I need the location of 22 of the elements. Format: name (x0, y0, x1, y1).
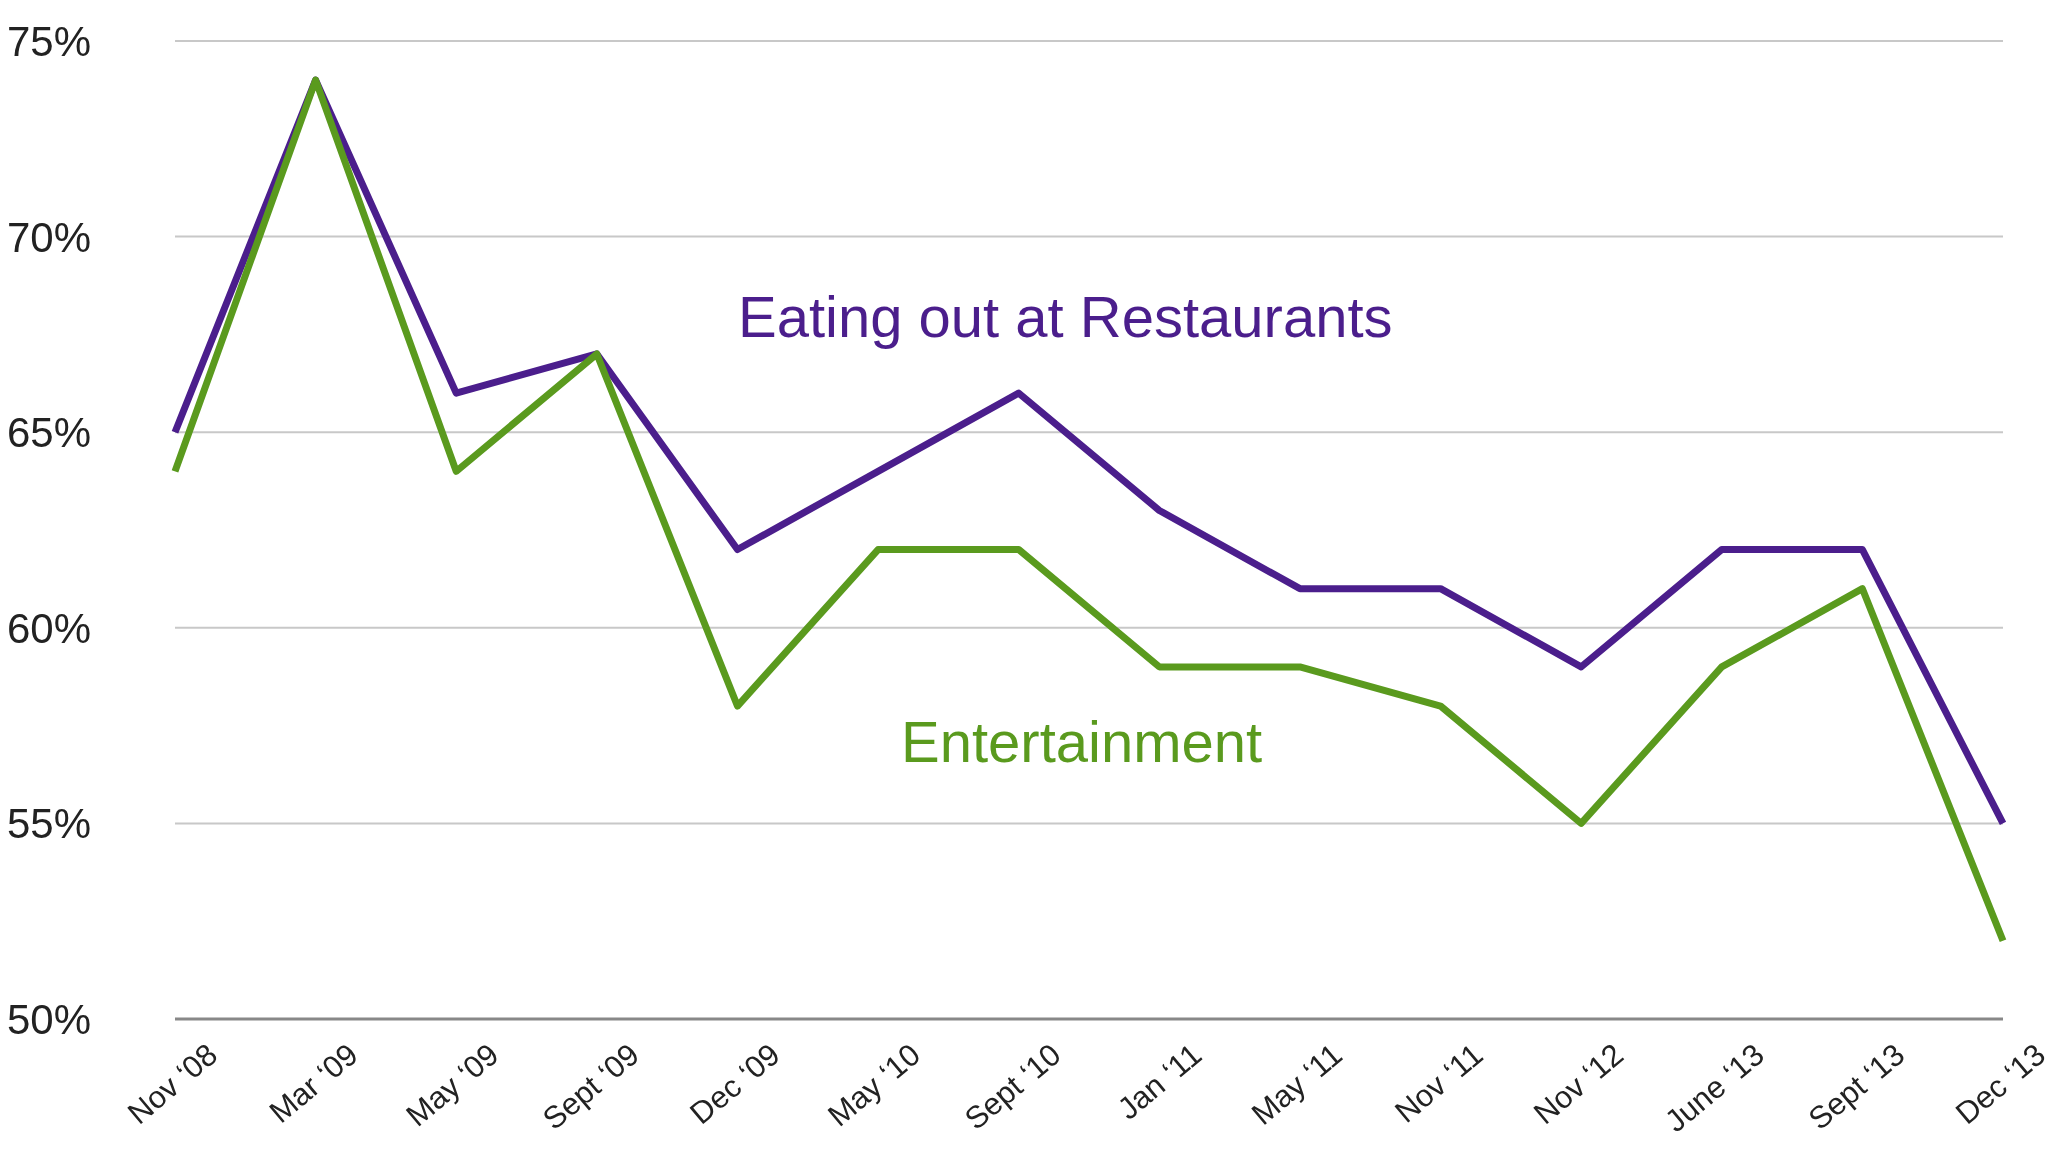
y-tick-label: 65% (7, 409, 92, 457)
x-tick-label: May ‘11 (1244, 1036, 1349, 1132)
x-tick-label: May ‘10 (821, 1036, 927, 1134)
y-tick-label: 70% (7, 213, 92, 261)
y-tick-label: 55% (7, 800, 92, 848)
x-tick-label: Nov ‘12 (1527, 1036, 1631, 1132)
x-tick-label: Nov ‘11 (1388, 1036, 1490, 1130)
x-tick-label: Mar ‘09 (262, 1036, 365, 1130)
x-tick-label: Sept ‘13 (1801, 1036, 1912, 1137)
x-tick-label: May ‘09 (399, 1036, 506, 1134)
x-tick-label: Sept ‘09 (536, 1036, 646, 1137)
y-tick-label: 50% (7, 995, 92, 1043)
x-tick-label: Jan ‘11 (1110, 1036, 1209, 1127)
y-tick-label: 60% (7, 604, 92, 652)
series-label: Eating out at Restaurants (738, 283, 1393, 350)
x-tick-label: Sept ‘10 (957, 1036, 1068, 1137)
y-tick-label: 75% (7, 17, 92, 65)
x-tick-label: June ‘13 (1658, 1036, 1771, 1139)
series-label: Entertainment (901, 708, 1263, 775)
x-tick-label: Dec ‘13 (1948, 1036, 2052, 1132)
x-tick-label: Dec ‘09 (683, 1036, 787, 1132)
x-tick-label: Nov ‘08 (120, 1036, 224, 1132)
